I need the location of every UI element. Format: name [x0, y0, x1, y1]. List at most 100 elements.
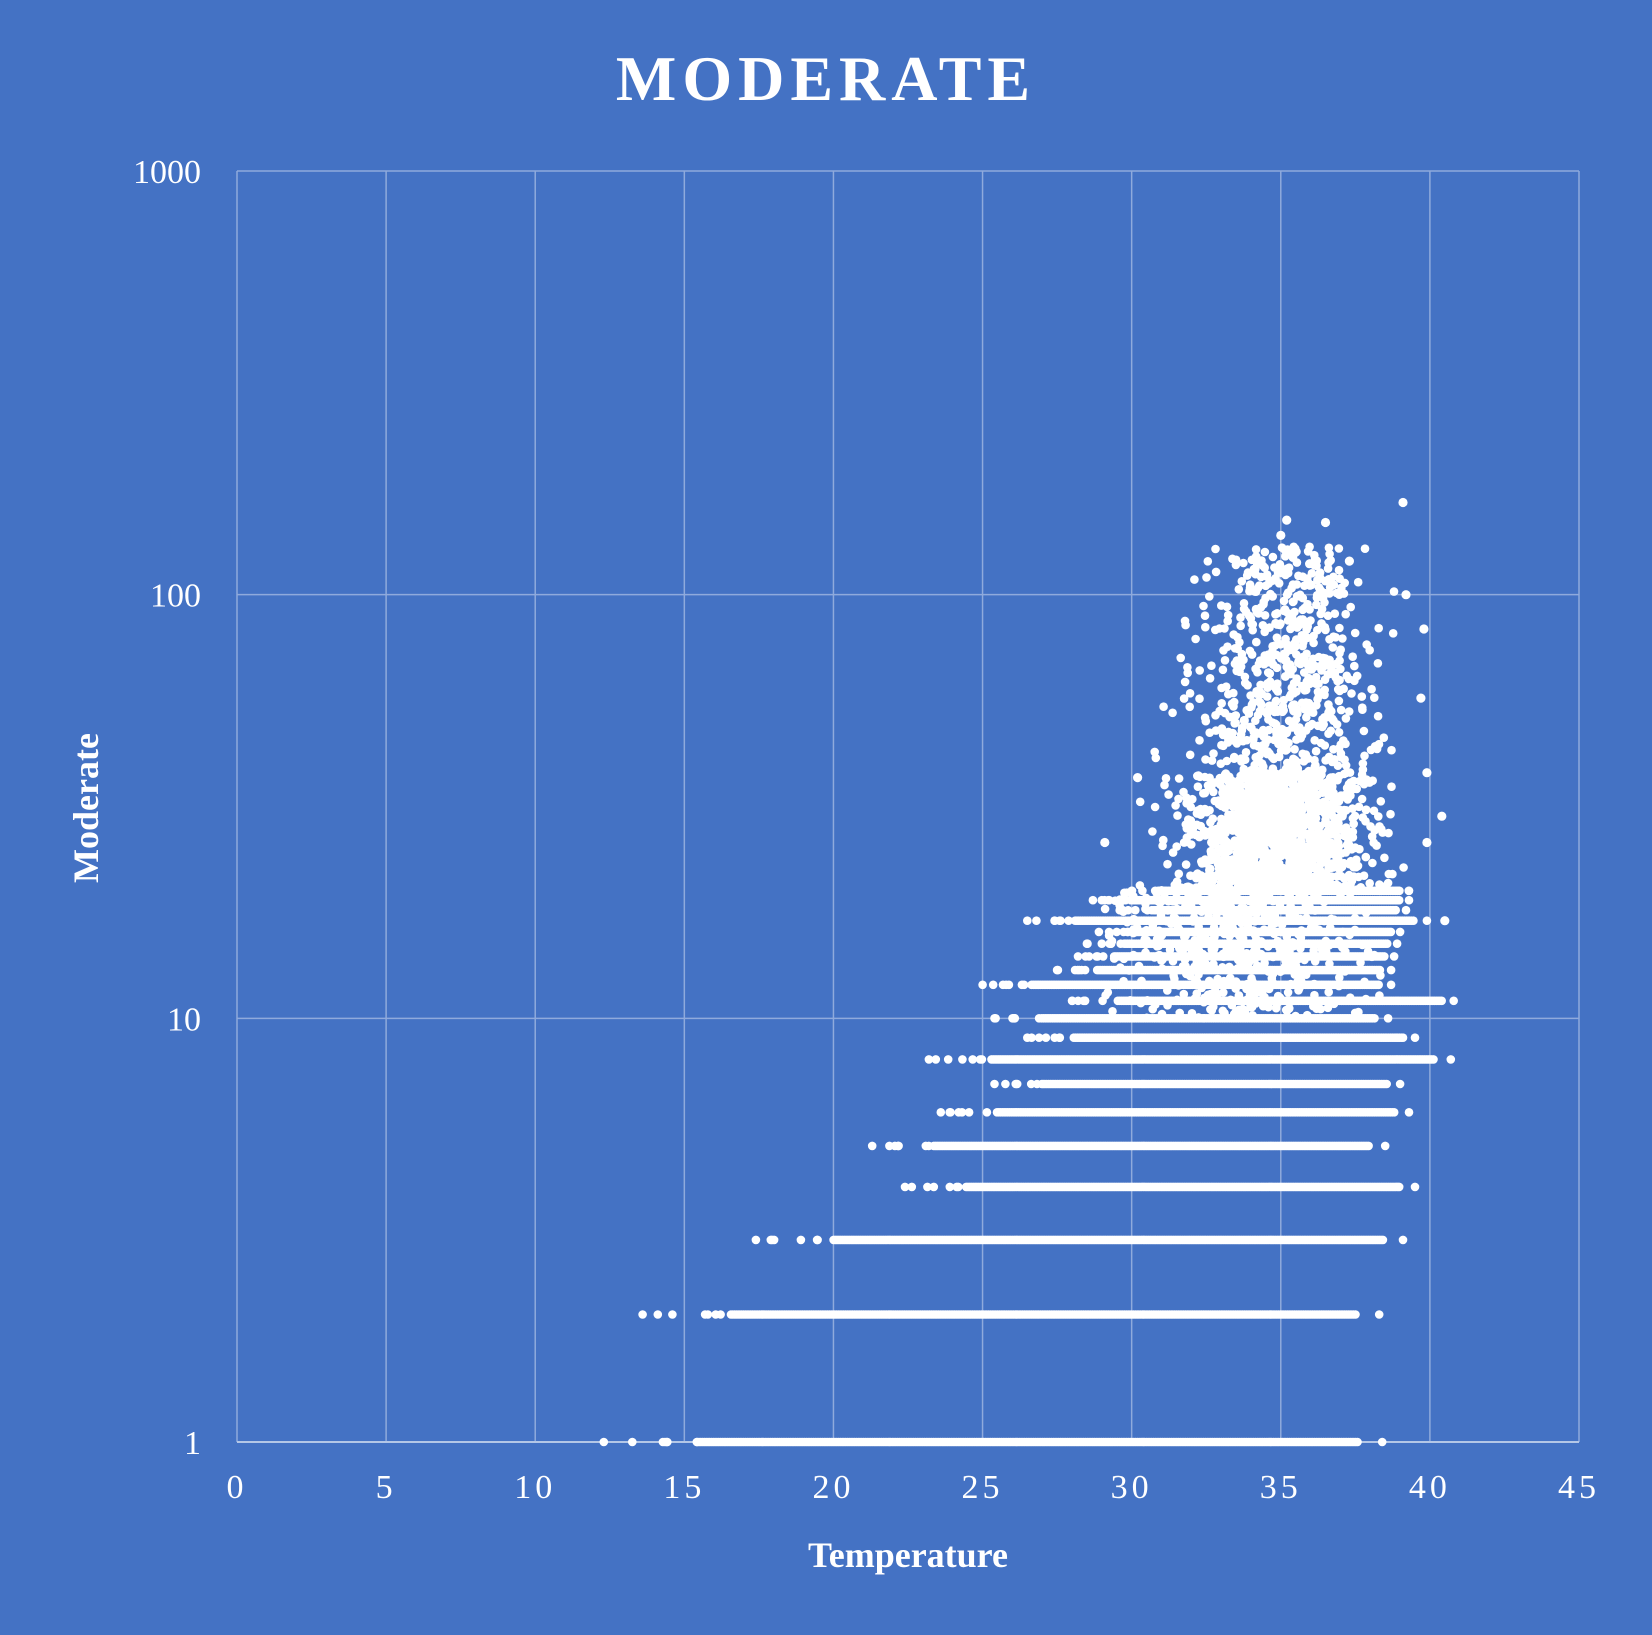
data-point — [1094, 927, 1104, 937]
data-point — [943, 1055, 953, 1064]
x-tick-label: 35 — [1260, 1469, 1302, 1506]
data-point — [1346, 602, 1355, 612]
y-tick-label: 10 — [167, 1001, 201, 1038]
data-point — [1377, 1437, 1387, 1447]
data-point — [1389, 952, 1399, 961]
data-point — [1347, 689, 1356, 698]
data-point — [1382, 939, 1392, 948]
data-point — [1386, 927, 1396, 937]
data-point — [1328, 643, 1338, 652]
data-point — [812, 1235, 822, 1245]
data-point — [1252, 637, 1261, 647]
data-point — [1151, 753, 1161, 763]
data-point — [1437, 996, 1446, 1006]
data-point — [1378, 1235, 1388, 1245]
data-point — [1207, 661, 1216, 670]
data-point — [1073, 952, 1083, 961]
data-point — [1034, 1014, 1044, 1023]
data-point — [628, 1437, 637, 1447]
data-point — [1395, 927, 1405, 937]
y-tick-label: 1000 — [133, 154, 201, 191]
data-point — [1410, 1033, 1420, 1042]
data-point — [988, 980, 998, 990]
data-point — [703, 1310, 713, 1319]
data-point — [1382, 1079, 1391, 1089]
data-point — [1351, 1310, 1360, 1319]
data-point — [1370, 693, 1379, 702]
data-point — [1365, 879, 1374, 888]
data-point — [936, 1108, 946, 1117]
data-point — [662, 1437, 671, 1447]
data-point — [958, 1055, 967, 1064]
data-point — [1203, 557, 1213, 566]
data-point — [1341, 609, 1350, 619]
data-point — [1023, 916, 1032, 925]
data-point — [1001, 1079, 1010, 1089]
data-point — [1392, 939, 1402, 948]
gridlines — [236, 170, 1580, 1443]
x-tick-label: 30 — [1111, 1469, 1153, 1506]
data-point — [945, 1182, 955, 1192]
data-point — [1199, 601, 1208, 611]
data-point — [1191, 634, 1200, 644]
data-point — [1158, 841, 1167, 851]
data-point — [1073, 965, 1082, 975]
data-point — [1429, 1055, 1438, 1064]
data-point — [1394, 1182, 1404, 1192]
data-point — [1019, 980, 1029, 990]
data-point — [1404, 886, 1414, 896]
data-point — [1082, 939, 1092, 948]
data-point — [964, 1108, 974, 1117]
data-point — [1374, 980, 1383, 990]
data-point — [692, 1437, 702, 1447]
data-point — [1359, 726, 1369, 736]
data-point — [1220, 656, 1230, 665]
data-point — [1386, 980, 1396, 990]
data-point — [1364, 1141, 1373, 1151]
x-axis-ticks: 0 5 10 15 20 25 30 35 40 45 — [227, 1469, 1600, 1506]
data-point — [1056, 916, 1065, 925]
data-point — [1353, 1437, 1362, 1447]
data-point — [1410, 1182, 1420, 1192]
data-point — [1234, 585, 1244, 594]
data-point — [1370, 1014, 1379, 1023]
data-point — [1380, 952, 1389, 961]
data-point — [1011, 1079, 1020, 1089]
data-point — [1446, 1055, 1456, 1064]
data-point — [653, 1310, 663, 1319]
data-point — [1374, 1310, 1384, 1319]
data-point — [1387, 782, 1396, 791]
data-point — [1185, 750, 1195, 760]
x-tick-label: 45 — [1558, 1469, 1600, 1506]
data-point — [1386, 965, 1396, 975]
data-point — [1263, 668, 1273, 677]
data-point — [907, 1182, 917, 1192]
data-point — [1449, 996, 1458, 1006]
data-point — [1217, 740, 1226, 750]
data-point — [945, 1108, 954, 1117]
data-point — [1221, 682, 1231, 691]
data-point — [1064, 916, 1073, 925]
data-point — [1383, 1014, 1393, 1023]
data-point — [1401, 905, 1411, 915]
data-point — [977, 1055, 987, 1064]
data-point — [929, 1182, 939, 1192]
data-point — [1389, 1108, 1399, 1117]
data-point — [982, 1108, 992, 1117]
data-point — [1271, 696, 1281, 706]
data-point — [1032, 1079, 1042, 1089]
data-point — [1367, 684, 1376, 694]
data-point — [668, 1310, 677, 1319]
data-point — [923, 1182, 932, 1192]
data-point — [990, 1079, 999, 1089]
data-point — [1201, 755, 1210, 764]
data-point — [1268, 552, 1278, 562]
data-point — [1399, 863, 1408, 872]
x-tick-label: 5 — [376, 1469, 397, 1506]
data-point — [711, 1310, 720, 1319]
data-point — [638, 1310, 647, 1319]
data-point — [1097, 939, 1107, 948]
